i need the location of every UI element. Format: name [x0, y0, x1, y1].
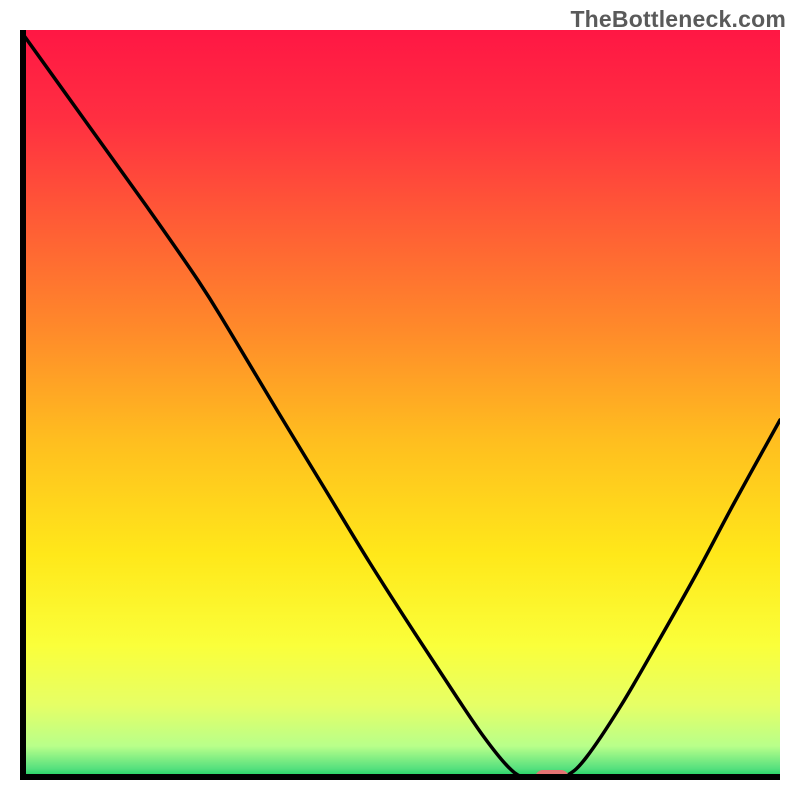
plot-area [20, 30, 780, 780]
curve-layer [20, 30, 780, 780]
bottleneck-curve [20, 30, 780, 780]
watermark-text: TheBottleneck.com [570, 6, 786, 33]
optimal-marker [535, 770, 569, 780]
bottleneck-chart: TheBottleneck.com [0, 0, 800, 800]
